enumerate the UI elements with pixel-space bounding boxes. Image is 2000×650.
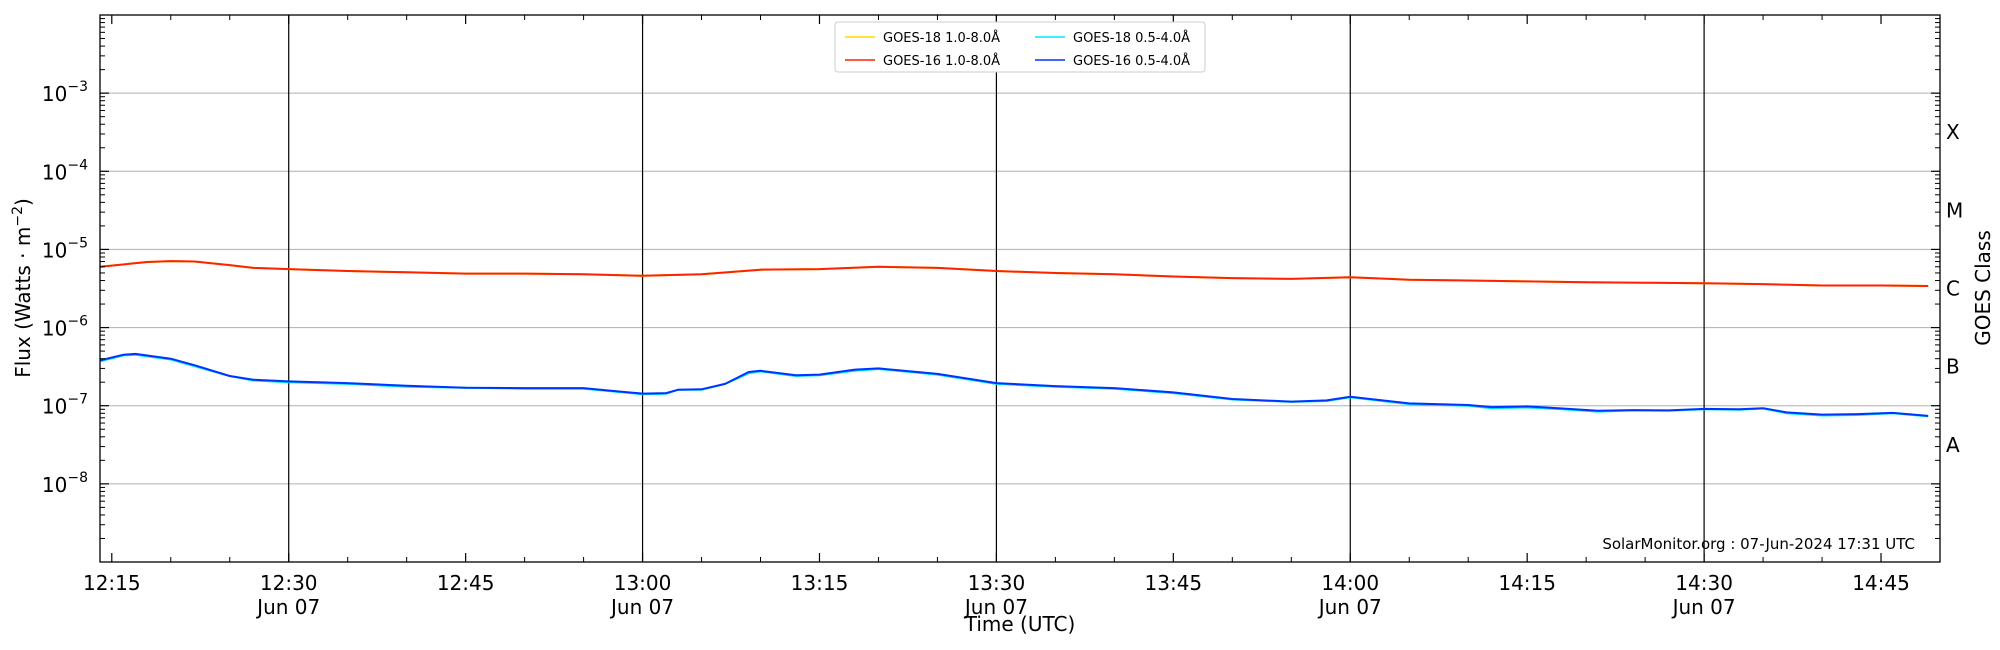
class-label-X: X xyxy=(1946,120,1960,144)
y-tick-label: 10−7 xyxy=(42,392,88,419)
x-tick-label: 13:45 xyxy=(1145,571,1203,595)
series-line-1 xyxy=(99,260,1929,287)
x-tick-date: Jun 07 xyxy=(1671,595,1736,619)
series-lines xyxy=(99,260,1929,418)
day-marker-lines xyxy=(288,15,1705,562)
y-axis-title: Flux (Watts · m−2) xyxy=(10,198,35,378)
legend-label-3: GOES-16 0.5-4.0Å xyxy=(1073,53,1190,69)
x-tick-date: Jun 07 xyxy=(1317,595,1382,619)
x-tick-label: 14:00 xyxy=(1321,571,1379,595)
class-label-B: B xyxy=(1946,355,1960,379)
x-tick-label: 13:15 xyxy=(791,571,849,595)
x-tick-label: 12:45 xyxy=(437,571,495,595)
y-axis-ticks: 10−8 10−7 10−6 10−5 10−4 10−3 xyxy=(42,18,1940,539)
grid xyxy=(100,92,1940,485)
plot-frame xyxy=(99,14,1941,563)
legend-box xyxy=(834,21,1206,73)
x-tick-label: 14:15 xyxy=(1498,571,1556,595)
x-tick-label: 13:00 xyxy=(614,571,672,595)
x-tick-date: Jun 07 xyxy=(963,595,1028,619)
x-tick-label: 14:45 xyxy=(1852,571,1910,595)
legend-label-0: GOES-18 1.0-8.0Å xyxy=(883,30,1000,46)
legend: GOES-18 1.0-8.0Å GOES-16 1.0-8.0Å GOES-18 … xyxy=(834,21,1206,73)
class-label-C: C xyxy=(1946,277,1960,301)
x-tick-label: 14:30 xyxy=(1675,571,1733,595)
y-tick-label: 10−3 xyxy=(42,79,88,106)
legend-label-1: GOES-16 1.0-8.0Å xyxy=(883,53,1000,69)
y-tick-label: 10−4 xyxy=(42,157,88,184)
x-tick-date: Jun 07 xyxy=(255,595,320,619)
series-line-3 xyxy=(99,352,1929,417)
x-tick-date: Jun 07 xyxy=(609,595,674,619)
y-tick-label: 10−8 xyxy=(42,470,88,497)
y-tick-label: 10−6 xyxy=(42,314,88,341)
y-tick-label: 10−5 xyxy=(42,235,88,262)
series-line-2 xyxy=(99,353,1929,418)
x-tick-label: 13:30 xyxy=(968,571,1026,595)
credit-text: SolarMonitor.org : 07-Jun-2024 17:31 UTC xyxy=(1602,535,1915,553)
x-axis-title: Time (UTC) xyxy=(964,612,1076,636)
right-axis-title: GOES Class xyxy=(1971,230,1995,346)
x-tick-label: 12:15 xyxy=(83,571,141,595)
goes-class-labels: A B C M X xyxy=(1946,120,1963,457)
x-tick-label: 12:30 xyxy=(260,571,318,595)
class-label-M: M xyxy=(1946,198,1963,222)
legend-label-2: GOES-18 0.5-4.0Å xyxy=(1073,30,1190,46)
class-label-A: A xyxy=(1946,433,1960,457)
